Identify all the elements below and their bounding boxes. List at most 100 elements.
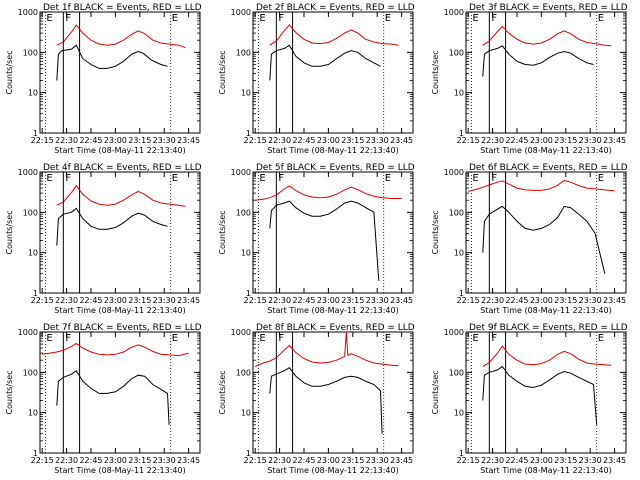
x-axis-label: Start Time (08-May-11 22:13:40) (480, 306, 611, 315)
x-tick-label: 22:45 (79, 296, 102, 305)
y-tick-label: 1 (459, 289, 464, 298)
y-tick-label: 10 (241, 89, 251, 98)
x-tick-label: 23:15 (128, 136, 151, 145)
x-tick-label: 23:30 (153, 296, 176, 305)
x-tick-label: 22:15 (457, 456, 480, 465)
x-tick-label: 23:45 (390, 296, 413, 305)
y-tick-label: 1000 (444, 168, 464, 177)
x-axis-label: Start Time (08-May-11 22:13:40) (267, 466, 398, 475)
x-tick-label: 22:15 (244, 456, 267, 465)
y-tick-label: 1000 (231, 328, 251, 337)
x-tick-label: 22:45 (292, 456, 315, 465)
chart-title: Det 6f BLACK = Events, RED = LLD (469, 163, 628, 173)
chart-title: Det 9f BLACK = Events, RED = LLD (469, 323, 628, 333)
series-line-lld (269, 24, 399, 46)
chart-panel-6: Det 6f BLACK = Events, RED = LLD 1 10 100 10… (431, 163, 628, 315)
event-start-label: E (46, 13, 52, 24)
series-line-events (56, 44, 168, 81)
event-start-label: E (472, 13, 478, 24)
x-tick-label: 23:15 (128, 456, 151, 465)
y-tick-label: 100 (236, 368, 251, 377)
event-start-label: E (472, 173, 478, 184)
chart-panel-7: Det 7f BLACK = Events, RED = LLD 1 10 100 10… (5, 323, 202, 475)
y-axis-label: Counts/sec (218, 370, 227, 414)
y-tick-label: 1 (33, 289, 38, 298)
chart-panel-9: Det 9f BLACK = Events, RED = LLD 1 10 100 10… (431, 323, 628, 475)
x-tick-label: 22:45 (505, 456, 528, 465)
x-tick-label: 23:00 (530, 136, 553, 145)
y-tick-label: 10 (241, 249, 251, 258)
x-tick-label: 23:00 (104, 296, 127, 305)
x-tick-label: 22:15 (457, 136, 480, 145)
series-line-lld (56, 24, 186, 49)
chart-title: Det 2f BLACK = Events, RED = LLD (256, 3, 415, 13)
x-tick-label: 23:30 (153, 136, 176, 145)
y-tick-label: 1000 (444, 8, 464, 17)
x-tick-label: 22:30 (481, 136, 504, 145)
series-line-events (56, 207, 168, 246)
x-tick-label: 23:45 (390, 456, 413, 465)
flare-marker-label: F (491, 13, 497, 24)
x-tick-label: 22:30 (55, 136, 78, 145)
x-tick-label: 23:30 (579, 456, 602, 465)
series-line-lld (56, 184, 186, 207)
y-axis-label: Counts/sec (218, 210, 227, 254)
flare-marker-label: F (65, 173, 71, 184)
y-axis-label: Counts/sec (5, 210, 14, 254)
x-tick-label: 22:45 (79, 456, 102, 465)
series-line-events (482, 205, 606, 274)
x-tick-label: 23:30 (366, 296, 389, 305)
event-end-label: E (598, 333, 604, 344)
x-axis-label: Start Time (08-May-11 22:13:40) (480, 146, 611, 155)
y-tick-label: 1 (459, 129, 464, 138)
x-tick-label: 22:15 (244, 296, 267, 305)
flare-marker-label: F (65, 13, 71, 24)
plot-frame (252, 331, 414, 454)
x-tick-label: 23:45 (177, 296, 200, 305)
x-tick-label: 23:00 (530, 456, 553, 465)
x-tick-label: 22:30 (481, 296, 504, 305)
y-tick-label: 1 (246, 449, 251, 458)
x-tick-label: 22:15 (31, 136, 54, 145)
y-tick-label: 1000 (231, 8, 251, 17)
x-tick-label: 23:30 (579, 296, 602, 305)
series-line-lld (482, 25, 612, 47)
y-tick-label: 100 (449, 368, 464, 377)
y-axis-label: Counts/sec (431, 50, 440, 94)
x-tick-label: 22:15 (31, 456, 54, 465)
event-end-label: E (385, 173, 391, 184)
y-tick-label: 1000 (231, 168, 251, 177)
y-tick-label: 1 (246, 129, 251, 138)
plot-frame (465, 331, 627, 454)
event-end-label: E (172, 333, 178, 344)
chart-panel-4: Det 4f BLACK = Events, RED = LLD 1 10 100 10… (5, 163, 202, 315)
series-line-events (269, 367, 383, 434)
y-tick-label: 10 (28, 89, 38, 98)
y-tick-label: 1000 (18, 168, 38, 177)
y-tick-label: 10 (454, 89, 464, 98)
y-tick-label: 1000 (444, 328, 464, 337)
x-tick-label: 23:00 (317, 456, 340, 465)
y-axis-label: Counts/sec (5, 50, 14, 94)
y-axis-label: Counts/sec (431, 370, 440, 414)
series-line-lld (468, 179, 615, 192)
y-tick-label: 10 (28, 249, 38, 258)
x-tick-label: 23:45 (390, 136, 413, 145)
y-tick-label: 100 (23, 48, 38, 57)
flare-marker-label: F (278, 333, 284, 344)
event-start-label: E (259, 13, 265, 24)
y-tick-label: 100 (449, 208, 464, 217)
y-axis-label: Counts/sec (431, 210, 440, 254)
x-tick-label: 23:15 (554, 136, 577, 145)
x-axis-label: Start Time (08-May-11 22:13:40) (54, 306, 185, 315)
event-end-label: E (172, 173, 178, 184)
x-tick-label: 22:30 (268, 136, 291, 145)
x-tick-label: 23:45 (177, 136, 200, 145)
y-axis-label: Counts/sec (5, 370, 14, 414)
chart-title: Det 1f BLACK = Events, RED = LLD (43, 3, 202, 13)
y-tick-label: 10 (241, 409, 251, 418)
x-tick-label: 22:30 (481, 456, 504, 465)
event-end-label: E (385, 13, 391, 24)
x-axis-label: Start Time (08-May-11 22:13:40) (54, 466, 185, 475)
